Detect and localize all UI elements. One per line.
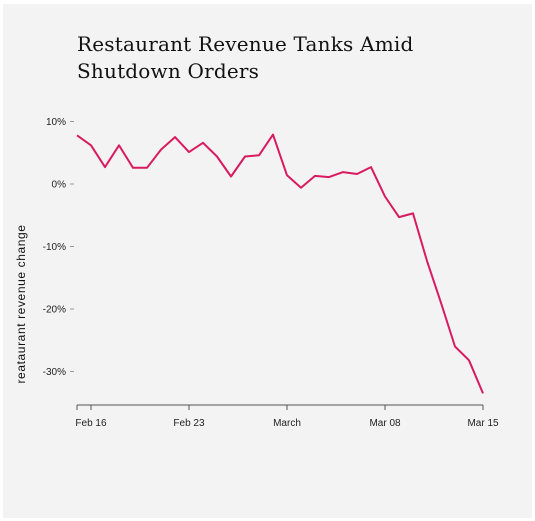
x-tick-label: Feb 16	[75, 418, 107, 429]
x-tick-label: Mar 15	[467, 418, 499, 429]
y-tick-label: -10%	[43, 242, 66, 253]
y-tick-label: 10%	[46, 117, 66, 128]
y-axis: 10% 0% -10% -20% -30%	[43, 117, 74, 378]
y-tick-label: -20%	[43, 305, 66, 316]
series-line	[76, 133, 484, 394]
chart-card: Restaurant Revenue Tanks Amid Shutdown O…	[3, 4, 532, 518]
y-tick-label: 0%	[52, 180, 67, 191]
y-tick-label: -30%	[43, 367, 66, 378]
x-axis: Feb 16 Feb 23 March Mar 08 Mar 15	[75, 404, 499, 429]
x-tick-label: March	[273, 418, 301, 429]
x-tick-label: Mar 08	[369, 418, 401, 429]
chart-title: Restaurant Revenue Tanks Amid Shutdown O…	[77, 32, 414, 83]
x-tick-label: Feb 23	[173, 418, 205, 429]
y-axis-title: reataurant revenue change	[14, 224, 28, 383]
